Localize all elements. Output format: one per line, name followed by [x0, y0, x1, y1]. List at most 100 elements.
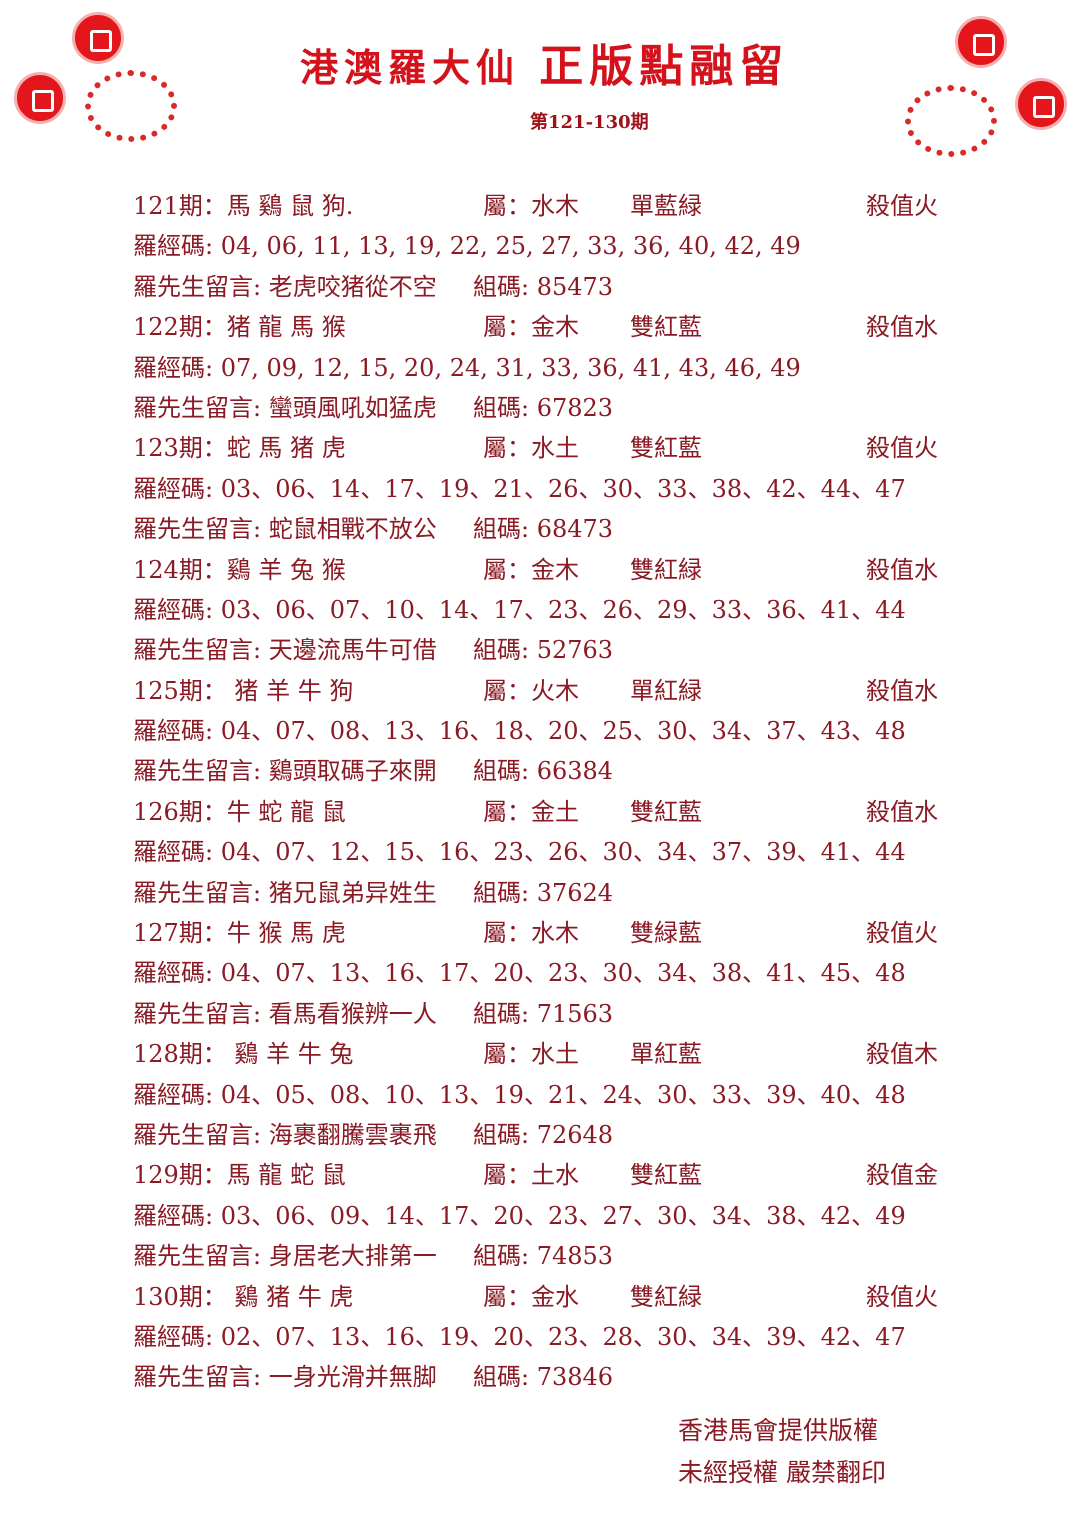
- group-code: 組碼: 52763: [473, 636, 614, 665]
- color-label: 雙紅藍: [630, 797, 702, 826]
- record-codes: 羅經碼: 07, 09, 12, 15, 20, 24, 31, 33, 36,…: [133, 353, 801, 382]
- attribute-label: 屬：水木: [483, 192, 579, 220]
- kill-label: 殺值火: [866, 1282, 938, 1311]
- attribute-label: 屬：火木: [483, 676, 579, 705]
- message-text: 羅先生留言: 海裹翻騰雲裹飛: [133, 1120, 437, 1149]
- attribute-label: 屬：金水: [483, 1282, 579, 1311]
- record-codes: 羅經碼: 04、05、08、10、13、19、21、24、30、33、39、40…: [133, 1080, 906, 1109]
- record-header: 129期：馬 龍 蛇 鼠 屬：土水 雙紅藍 殺值金: [133, 1155, 973, 1195]
- footer-line-1: 香港馬會提供版權: [678, 1416, 879, 1445]
- attribute-label: 屬：金木: [483, 313, 579, 342]
- coin-icon: [955, 16, 1007, 68]
- record-message: 羅先生留言: 一身光滑并無脚 組碼: 73846: [133, 1357, 973, 1397]
- kill-label: 殺值水: [866, 555, 938, 584]
- period-label: 128期： 鷄 羊 牛 兔: [133, 1040, 354, 1069]
- issue-range: 第121-130期: [530, 112, 649, 133]
- kill-label: 殺值水: [866, 676, 938, 705]
- coin-icon: [1015, 78, 1067, 130]
- period-label: 125期： 猪 羊 牛 狗: [133, 676, 354, 705]
- record-message: 羅先生留言: 老虎咬猪從不空 組碼: 85473: [133, 267, 973, 307]
- attribute-label: 屬：土水: [483, 1161, 579, 1190]
- record-codes: 羅經碼: 04, 06, 11, 13, 19, 22, 25, 27, 33,…: [133, 232, 801, 261]
- color-label: 單紅緑: [630, 676, 702, 705]
- record-header: 130期： 鷄 猪 牛 虎 屬：金水 雙紅緑 殺值火: [133, 1277, 973, 1317]
- color-label: 雙紅緑: [630, 555, 702, 584]
- message-text: 羅先生留言: 一身光滑并無脚: [133, 1363, 437, 1392]
- kill-label: 殺值水: [866, 797, 938, 826]
- group-code: 組碼: 74853: [473, 1242, 614, 1271]
- group-code: 組碼: 85473: [473, 272, 614, 301]
- kill-label: 殺值金: [866, 1161, 938, 1190]
- record-header: 124期：鷄 羊 兔 猴 屬：金木 雙紅緑 殺值水: [133, 550, 973, 590]
- title-left: 港澳羅大仙: [300, 45, 521, 90]
- record-header: 123期：蛇 馬 猪 虎 屬：水土 雙紅藍 殺值火: [133, 428, 973, 468]
- group-code: 組碼: 68473: [473, 515, 614, 544]
- attribute-label: 屬：水土: [483, 434, 579, 463]
- footer-copyright: 香港馬會提供版權 未經授權 嚴禁翻印: [678, 1410, 886, 1494]
- period-label: 130期： 鷄 猪 牛 虎: [133, 1282, 354, 1311]
- group-code: 組碼: 72648: [473, 1120, 614, 1149]
- record-codes: 羅經碼: 02、07、13、16、19、20、23、28、30、34、39、42…: [133, 1322, 906, 1351]
- record-message: 羅先生留言: 蠻頭風吼如猛虎 組碼: 67823: [133, 388, 973, 428]
- record-message: 羅先生留言: 天邊流馬牛可借 組碼: 52763: [133, 630, 973, 670]
- attribute-label: 屬：水木: [483, 919, 579, 948]
- group-code: 組碼: 73846: [473, 1363, 614, 1392]
- color-label: 雙紅緑: [630, 1282, 702, 1311]
- message-text: 羅先生留言: 看馬看猴辨一人: [133, 999, 437, 1028]
- message-text: 羅先生留言: 鷄頭取碼子來開: [133, 757, 437, 786]
- record-message: 羅先生留言: 猪兄鼠弟异姓生 組碼: 37624: [133, 873, 973, 913]
- period-label: 124期：鷄 羊 兔 猴: [133, 555, 346, 584]
- record-codes: 羅經碼: 04、07、13、16、17、20、23、30、34、38、41、45…: [133, 959, 906, 988]
- kill-label: 殺值火: [866, 434, 938, 463]
- record-codes: 羅經碼: 04、07、08、13、16、18、20、25、30、34、37、43…: [133, 717, 906, 746]
- group-code: 組碼: 66384: [473, 757, 614, 786]
- record-header: 128期： 鷄 羊 牛 兔 屬：水土 單紅藍 殺值木: [133, 1034, 973, 1074]
- record-message: 羅先生留言: 蛇鼠相戰不放公 組碼: 68473: [133, 509, 973, 549]
- kill-label: 殺值火: [866, 919, 938, 948]
- group-code: 組碼: 67823: [473, 393, 614, 422]
- period-label: 129期：馬 龍 蛇 鼠: [133, 1161, 346, 1190]
- kill-label: 殺值木: [866, 1040, 938, 1069]
- period-label: 127期：牛 猴 馬 虎: [133, 919, 346, 948]
- record-header: 127期：牛 猴 馬 虎 屬：水木 雙緑藍 殺值火: [133, 913, 973, 953]
- period-label: 122期：猪 龍 馬 猴: [133, 313, 346, 342]
- color-label: 雙緑藍: [630, 919, 702, 948]
- record-message: 羅先生留言: 身居老大排第一 組碼: 74853: [133, 1236, 973, 1276]
- coin-icon: [72, 12, 124, 64]
- message-text: 羅先生留言: 蛇鼠相戰不放公: [133, 515, 437, 544]
- message-text: 羅先生留言: 蠻頭風吼如猛虎: [133, 393, 437, 422]
- color-label: 雙紅藍: [630, 313, 702, 342]
- record-header: 121期：馬 鷄 鼠 狗. 屬：水木 單藍緑 殺值火: [133, 186, 973, 226]
- color-label: 單紅藍: [630, 1040, 702, 1069]
- period-label: 123期：蛇 馬 猪 虎: [133, 434, 346, 463]
- message-text: 羅先生留言: 身居老大排第一: [133, 1242, 437, 1271]
- record-codes: 羅經碼: 03、06、14、17、19、21、26、30、33、38、42、44…: [133, 474, 906, 503]
- attribute-label: 屬：水土: [483, 1040, 579, 1069]
- message-text: 羅先生留言: 猪兄鼠弟异姓生: [133, 878, 437, 907]
- record-header: 125期： 猪 羊 牛 狗 屬：火木 單紅緑 殺值水: [133, 671, 973, 711]
- color-label: 單藍緑: [630, 192, 702, 220]
- swirl-ornament-icon: [85, 70, 177, 142]
- record-codes: 羅經碼: 03、06、07、10、14、17、23、26、29、33、36、41…: [133, 595, 906, 624]
- record-header: 126期：牛 蛇 龍 鼠 屬：金土 雙紅藍 殺值水: [133, 792, 973, 832]
- record-message: 羅先生留言: 鷄頭取碼子來開 組碼: 66384: [133, 751, 973, 791]
- record-message: 羅先生留言: 看馬看猴辨一人 組碼: 71563: [133, 994, 973, 1034]
- coin-icon: [14, 72, 66, 124]
- color-label: 雙紅藍: [630, 434, 702, 463]
- record-codes: 羅經碼: 03、06、09、14、17、20、23、27、30、34、38、42…: [133, 1201, 906, 1230]
- period-label: 126期：牛 蛇 龍 鼠: [133, 797, 346, 826]
- color-label: 雙紅藍: [630, 1161, 702, 1190]
- swirl-ornament-icon: [905, 85, 997, 157]
- group-code: 組碼: 71563: [473, 999, 614, 1028]
- records-list: 121期：馬 鷄 鼠 狗. 屬：水木 單藍緑 殺值火 羅經碼: 04, 06, 11, …: [133, 186, 973, 1398]
- group-code: 組碼: 37624: [473, 878, 614, 907]
- kill-label: 殺值水: [866, 313, 938, 342]
- message-text: 羅先生留言: 天邊流馬牛可借: [133, 636, 437, 665]
- message-text: 羅先生留言: 老虎咬猪從不空: [133, 272, 437, 301]
- footer-line-2: 未經授權 嚴禁翻印: [678, 1458, 886, 1487]
- attribute-label: 屬：金土: [483, 797, 579, 826]
- page-title: 港澳羅大仙 正版點融留: [300, 30, 789, 94]
- record-message: 羅先生留言: 海裹翻騰雲裹飛 組碼: 72648: [133, 1115, 973, 1155]
- kill-label: 殺值火: [866, 192, 938, 220]
